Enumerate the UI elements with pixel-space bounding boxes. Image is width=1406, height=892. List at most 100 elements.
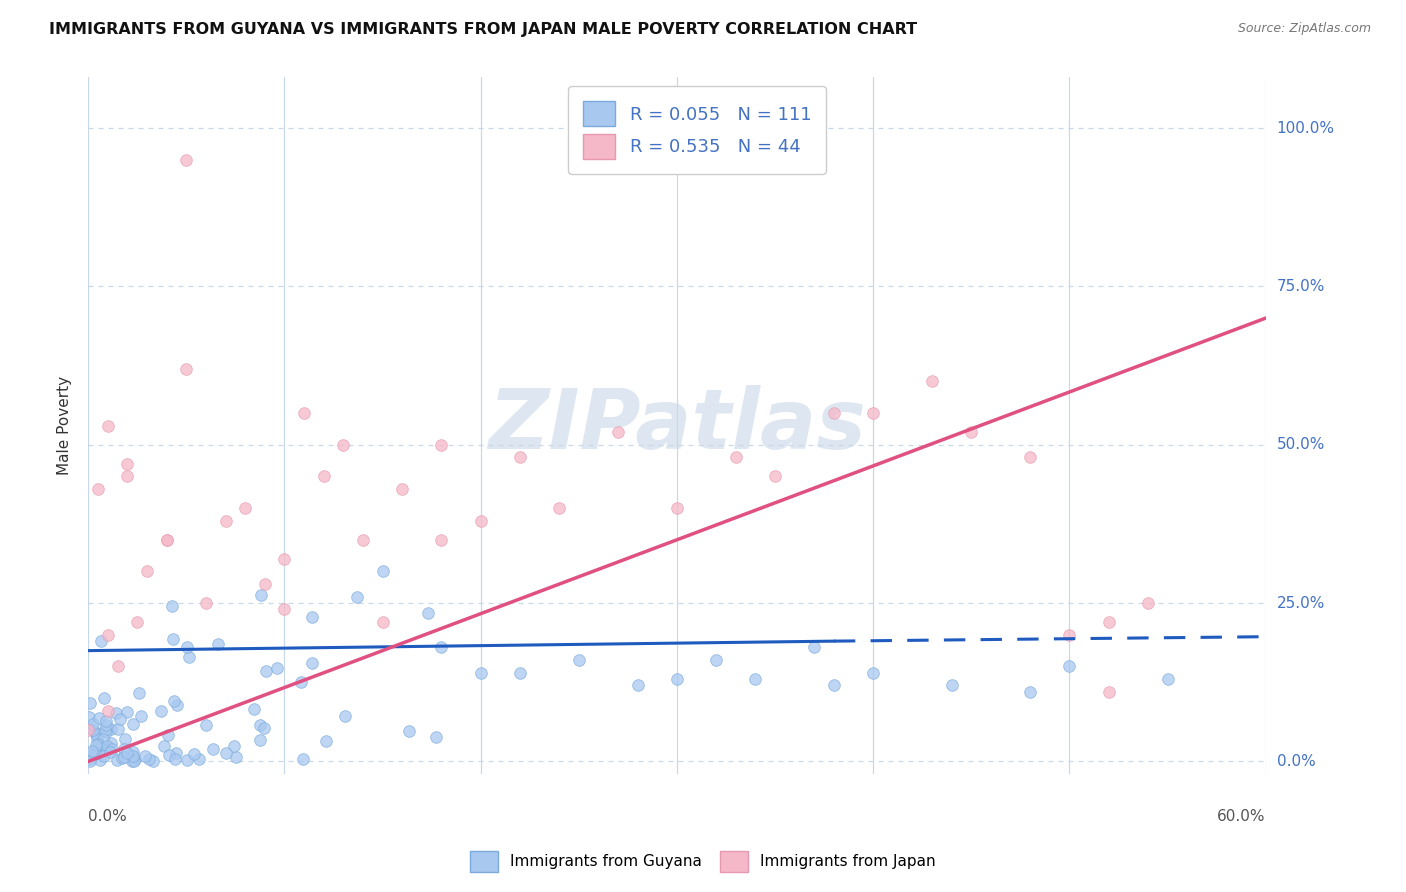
Point <box>111 750 134 764</box>
Point <box>470 514 492 528</box>
Point <box>1059 628 1081 642</box>
Point <box>921 375 943 389</box>
Point <box>84 727 107 741</box>
Point <box>96 714 118 729</box>
Point <box>136 565 159 579</box>
Point <box>254 664 277 678</box>
Point <box>1098 615 1121 629</box>
Point <box>121 748 143 763</box>
Point <box>194 596 217 610</box>
Point <box>430 640 453 655</box>
Point <box>335 708 357 723</box>
Text: 60.0%: 60.0% <box>1218 809 1265 824</box>
Text: 0.0%: 0.0% <box>89 809 127 824</box>
Point <box>115 746 138 760</box>
Point <box>165 746 187 760</box>
Point <box>371 565 394 579</box>
Point <box>665 672 688 686</box>
Point <box>290 675 312 690</box>
Point <box>1098 685 1121 699</box>
Point <box>273 602 295 616</box>
Point <box>82 716 104 731</box>
Point <box>156 533 179 547</box>
Y-axis label: Male Poverty: Male Poverty <box>58 376 72 475</box>
Point <box>112 750 135 764</box>
Point <box>187 752 209 766</box>
Point <box>117 469 139 483</box>
Point <box>93 748 115 763</box>
Point <box>214 514 236 528</box>
Point <box>162 632 184 646</box>
Point <box>163 751 186 765</box>
Point <box>960 425 983 439</box>
Point <box>79 696 101 710</box>
Point <box>124 752 146 766</box>
Point <box>315 734 337 748</box>
Point <box>94 743 117 757</box>
Point <box>1136 596 1159 610</box>
Point <box>97 704 120 718</box>
Point <box>114 731 136 746</box>
Point <box>823 406 845 420</box>
Point <box>163 694 186 708</box>
Point <box>115 705 138 719</box>
Point <box>87 737 110 751</box>
Point <box>104 706 127 720</box>
Point <box>312 469 335 483</box>
Point <box>97 418 120 433</box>
Point <box>352 533 374 547</box>
Point <box>91 732 114 747</box>
Point <box>1019 450 1042 465</box>
Point <box>80 722 103 736</box>
Point <box>176 640 198 654</box>
Point <box>83 747 105 761</box>
Point <box>156 727 179 741</box>
Point <box>94 725 117 739</box>
Point <box>803 640 825 655</box>
Point <box>87 482 110 496</box>
Point <box>704 653 727 667</box>
Point <box>150 704 173 718</box>
Point <box>77 723 100 737</box>
Point <box>301 609 323 624</box>
Point <box>249 718 271 732</box>
Point <box>418 607 440 621</box>
Point <box>100 736 122 750</box>
Point <box>156 533 179 547</box>
Point <box>86 732 108 747</box>
Point <box>665 501 688 516</box>
Point <box>174 361 197 376</box>
Point <box>87 711 110 725</box>
Point <box>93 691 115 706</box>
Point <box>253 722 276 736</box>
Point <box>121 754 143 768</box>
Text: 100.0%: 100.0% <box>1277 120 1334 136</box>
Point <box>138 752 160 766</box>
Point <box>122 754 145 768</box>
Legend: R = 0.055   N = 111, R = 0.535   N = 44: R = 0.055 N = 111, R = 0.535 N = 44 <box>568 87 825 174</box>
Point <box>1156 672 1178 686</box>
Point <box>117 457 139 471</box>
Point <box>332 438 354 452</box>
Point <box>131 709 153 723</box>
Point <box>509 450 531 465</box>
Point <box>250 588 273 602</box>
Point <box>82 723 104 738</box>
Point <box>79 754 101 768</box>
Point <box>142 755 165 769</box>
Point <box>84 738 107 752</box>
Point <box>225 749 247 764</box>
Point <box>157 748 180 763</box>
Point <box>607 425 630 439</box>
Point <box>112 742 135 756</box>
Point <box>242 701 264 715</box>
Point <box>176 753 198 767</box>
Point <box>127 615 149 629</box>
Point <box>96 718 118 732</box>
Point <box>87 746 110 760</box>
Point <box>98 745 121 759</box>
Text: IMMIGRANTS FROM GUYANA VS IMMIGRANTS FROM JAPAN MALE POVERTY CORRELATION CHART: IMMIGRANTS FROM GUYANA VS IMMIGRANTS FRO… <box>49 22 917 37</box>
Point <box>107 659 129 673</box>
Point <box>823 678 845 692</box>
Legend: Immigrants from Guyana, Immigrants from Japan: Immigrants from Guyana, Immigrants from … <box>463 843 943 880</box>
